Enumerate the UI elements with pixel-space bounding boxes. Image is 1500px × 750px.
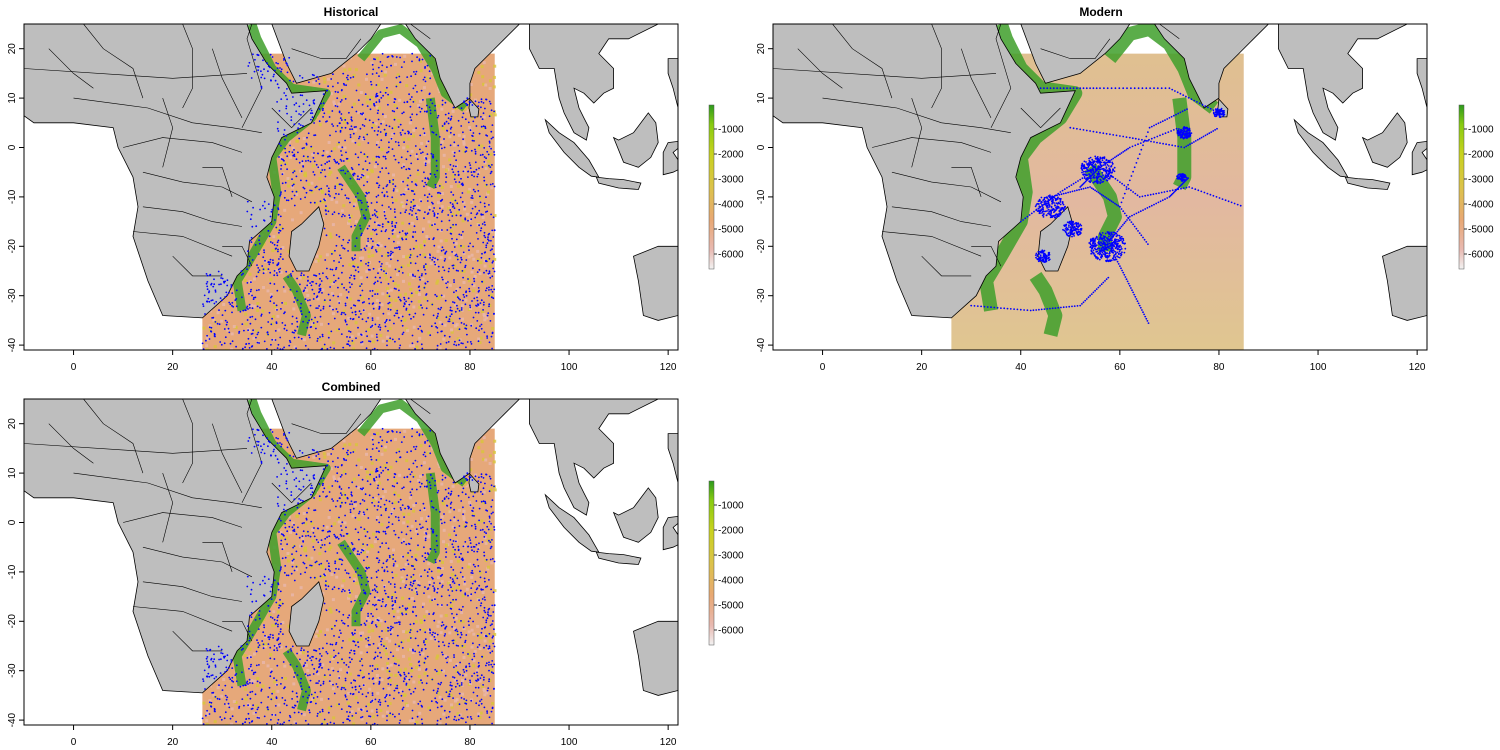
occurrence-points [201,52,496,350]
map-panel-combined: Combined 0 20 40 60 80 100 120 20100-10-20-30-… [7,380,744,748]
legend-label: -2000 [718,150,744,161]
x-tick-label: 80 [1213,362,1225,373]
legend-label: -3000 [718,551,744,562]
legend-color-bar [708,104,715,270]
y-axis: 20 10 0 -10 -20 -30 -40 [756,43,773,352]
x-tick-label: 0 [820,362,826,373]
x-tick-label: 120 [1409,362,1426,373]
legend-label: -6000 [1468,250,1494,261]
x-tick-label: 120 [660,362,677,373]
y-tick-label: -30 [7,288,18,303]
depth-legend: -1000 -2000 -3000 -4000 -5000 -6000 [708,480,744,646]
x-tick-label: 120 [660,737,677,748]
x-tick-label: 40 [266,737,278,748]
x-tick-label: 80 [464,362,476,373]
x-tick-label: 60 [365,737,377,748]
x-tick-label: 0 [71,737,77,748]
legend-label: -4000 [718,576,744,587]
y-tick-label: -10 [7,564,18,579]
y-tick-label: 20 [7,418,18,430]
legend-color-bar [1458,104,1465,270]
y-axis: 20 10 0 -10 -20 -30 -40 [7,43,24,352]
legend-label: -2000 [718,526,744,537]
x-tick-label: 20 [167,362,179,373]
map-body [773,24,1427,350]
y-tick-label: 0 [7,144,18,150]
y-tick-label: -10 [7,189,18,204]
legend-label: -4000 [1468,200,1494,211]
occurrence-points [970,87,1242,324]
panel-title: Historical [324,5,379,19]
y-tick-label: 10 [7,92,18,104]
y-axis: 20 10 0 -10 -20 -30 -40 [7,418,24,727]
x-tick-label: 40 [1015,362,1027,373]
legend-label: -5000 [1468,225,1494,236]
map-area [24,24,678,350]
y-tick-label: -40 [7,712,18,727]
legend-label: -5000 [718,225,744,236]
y-tick-label: 0 [756,144,767,150]
x-tick-label: 0 [71,362,77,373]
map-body [24,24,678,350]
legend-label: -1000 [1468,125,1494,136]
x-tick-label: 60 [365,362,377,373]
panel-title: Combined [322,380,381,394]
y-tick-label: -10 [756,189,767,204]
depth-legend: -1000 -2000 -3000 -4000 -5000 -6000 [1458,104,1494,270]
y-tick-label: 10 [756,92,767,104]
legend-label: -2000 [1468,150,1494,161]
y-tick-label: -40 [7,337,18,352]
legend-label: -6000 [718,626,744,637]
x-axis: 0 20 40 60 80 100 120 [71,725,677,748]
plot-frame [772,23,1428,351]
map-area [773,24,1427,350]
plot-frame [23,23,679,351]
map-body [24,399,678,725]
map-panel-historical: Historical 0 20 40 60 80 100 120 20100-10-20-3… [7,5,744,373]
y-tick-label: 20 [756,43,767,55]
y-tick-label: -20 [756,239,767,254]
x-tick-label: 80 [464,737,476,748]
x-tick-label: 20 [167,737,179,748]
x-tick-label: 100 [561,737,578,748]
x-tick-label: 20 [916,362,928,373]
legend-label: -1000 [718,125,744,136]
x-tick-label: 40 [266,362,278,373]
x-tick-label: 100 [561,362,578,373]
map-panel-modern: Modern 0 20 40 60 80 100 120 20100-10-20-30-40… [756,5,1494,373]
legend-label: -6000 [718,250,744,261]
map-area [24,399,678,725]
y-tick-label: -20 [7,614,18,629]
x-axis: 0 20 40 60 80 100 120 [71,350,677,373]
y-tick-label: 20 [7,43,18,55]
x-tick-label: 100 [1310,362,1327,373]
legend-color-bar [708,480,715,646]
y-tick-label: -30 [7,663,18,678]
panel-title: Modern [1079,5,1122,19]
y-tick-label: 10 [7,467,18,479]
y-tick-label: -40 [756,337,767,352]
occurrence-points [201,427,496,725]
y-tick-label: -30 [756,288,767,303]
y-tick-label: 0 [7,519,18,525]
legend-label: -1000 [718,501,744,512]
legend-label: -3000 [1468,175,1494,186]
legend-label: -3000 [718,175,744,186]
legend-label: -5000 [718,601,744,612]
x-tick-label: 60 [1114,362,1126,373]
depth-legend: -1000 -2000 -3000 -4000 -5000 -6000 [708,104,744,270]
y-tick-label: -20 [7,239,18,254]
legend-label: -4000 [718,200,744,211]
x-axis: 0 20 40 60 80 100 120 [820,350,1426,373]
plot-frame [23,398,679,726]
